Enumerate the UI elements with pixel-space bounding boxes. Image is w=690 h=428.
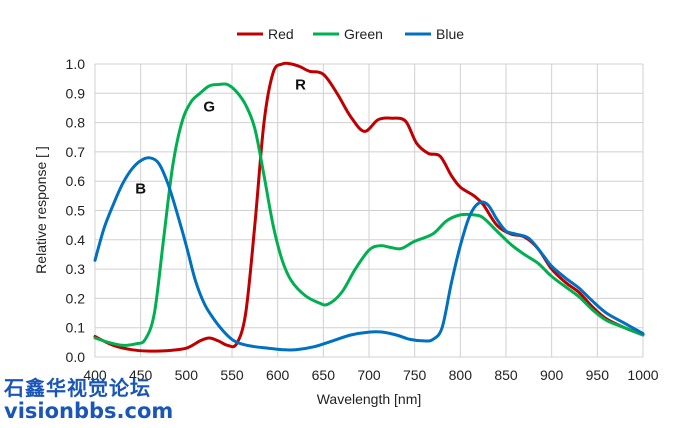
x-axis-title: Wavelength [nm]: [317, 391, 422, 407]
x-tick-label: 1000: [627, 367, 658, 383]
watermark-url: visionbbs.com: [4, 399, 174, 423]
x-tick-label: 700: [357, 367, 381, 383]
legend-label-green: Green: [344, 26, 383, 42]
legend-label-blue: Blue: [436, 26, 464, 42]
y-tick-label: 0.9: [66, 85, 86, 101]
x-tick-label: 650: [312, 367, 336, 383]
x-tick-labels: 400 450 500 550 600 650 700 750 800 850 900 950 1000: [83, 367, 658, 383]
y-tick-label: 0.5: [66, 203, 86, 219]
x-gridlines: [94, 64, 644, 357]
x-tick-label: 900: [540, 367, 564, 383]
series-line-blue: [93, 156, 645, 352]
y-tick-label: 0.6: [66, 173, 86, 189]
x-tick-label: 450: [129, 367, 153, 383]
x-tick-label: 750: [403, 367, 427, 383]
x-tick-label: 850: [494, 367, 518, 383]
y-tick-labels: 0.0 0.1 0.2 0.3 0.4 0.5 0.6 0.7 0.8 0.9 1.0: [66, 56, 86, 365]
y-tick-label: 0.1: [66, 320, 86, 336]
curve-annotations: R G B: [135, 77, 306, 198]
annotation-g: G: [203, 98, 215, 115]
annotation-r: R: [295, 77, 306, 94]
y-tick-label: 1.0: [66, 56, 86, 72]
x-tick-label: 800: [449, 367, 473, 383]
series-line-green: [93, 82, 645, 347]
x-tick-label: 950: [586, 367, 610, 383]
y-tick-label: 0.2: [66, 290, 86, 306]
y-tick-label: 0.8: [66, 115, 86, 131]
y-tick-label: 0.7: [66, 144, 86, 160]
y-tick-label: 0.3: [66, 261, 86, 277]
x-tick-label: 550: [220, 367, 244, 383]
legend-label-red: Red: [268, 26, 294, 42]
x-tick-label: 600: [266, 367, 290, 383]
series-lines: [93, 61, 645, 353]
watermark-chinese: 石鑫华视觉论坛: [4, 376, 151, 400]
y-tick-label: 0.4: [66, 232, 86, 248]
annotation-b: B: [135, 181, 146, 198]
y-tick-label: 0.0: [66, 349, 86, 365]
y-axis-title: Relative response [ ]: [33, 146, 49, 274]
x-tick-label: 400: [83, 367, 107, 383]
x-tick-label: 500: [175, 367, 199, 383]
legend: Red Green Blue: [237, 26, 464, 42]
